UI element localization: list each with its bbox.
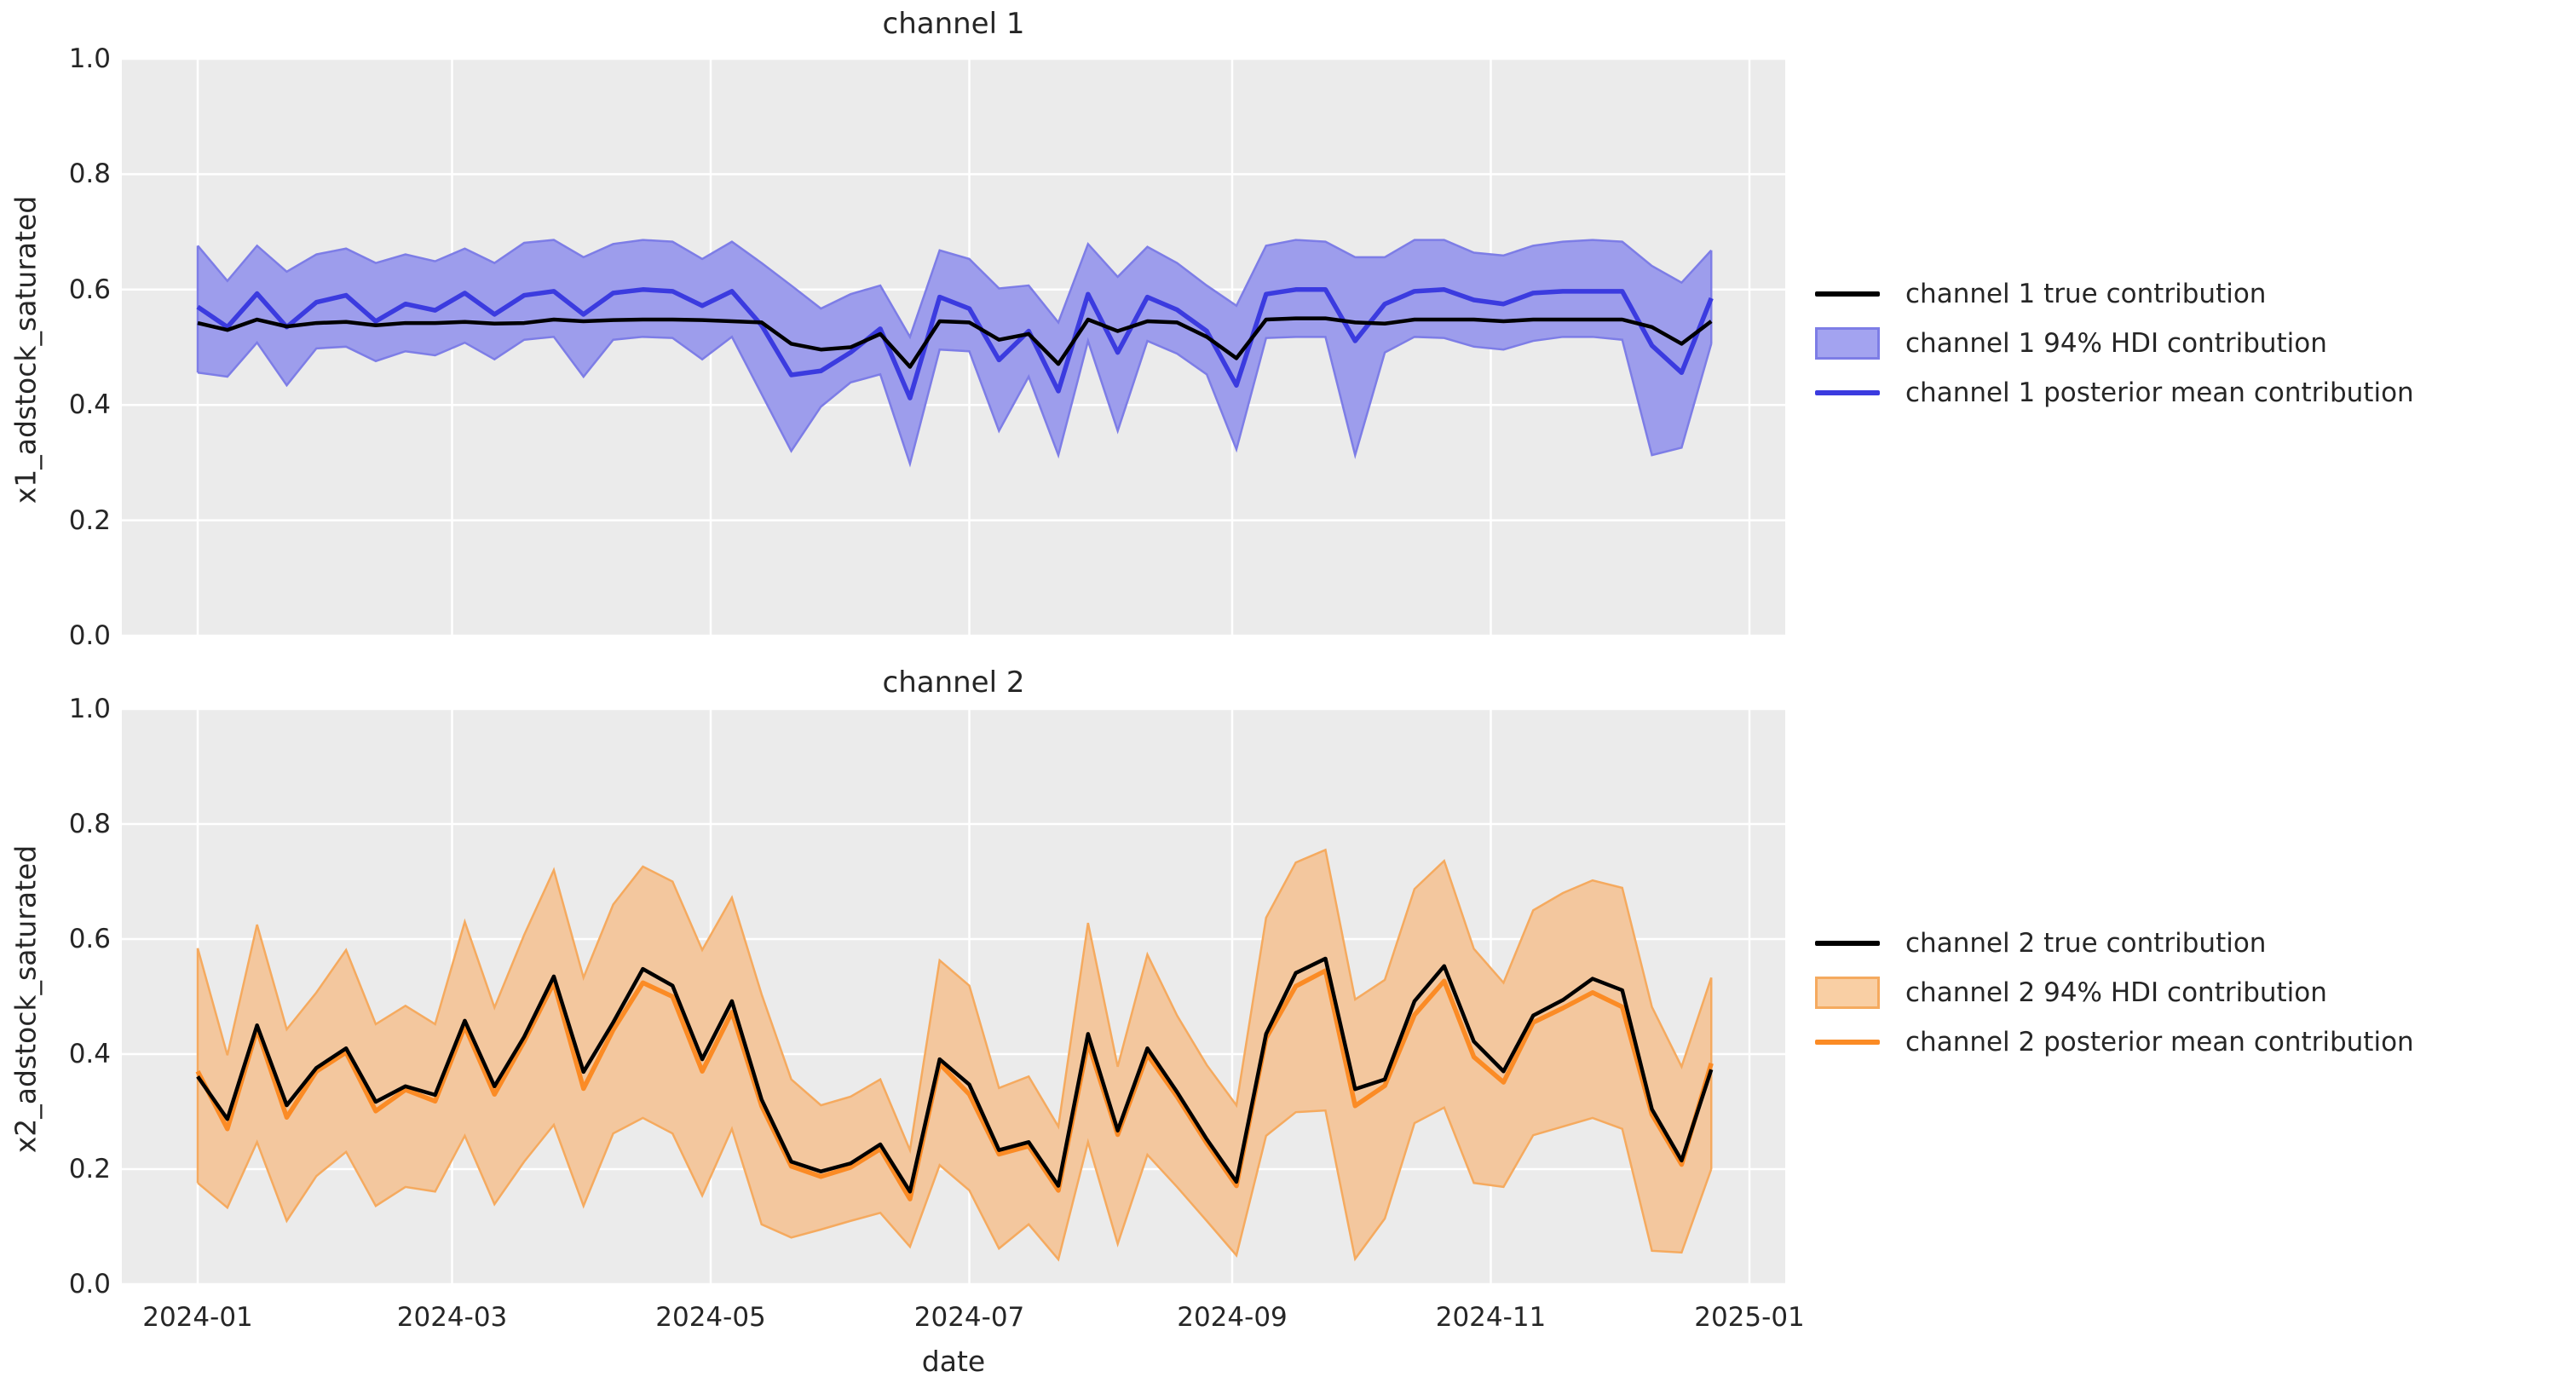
chart1-plot-area	[122, 59, 1785, 636]
black-line-sample-icon	[1815, 941, 1880, 946]
y-tick-label: 0.6	[68, 924, 111, 954]
legend-label: channel 2 94% HDI contribution	[1905, 977, 2327, 1008]
x-tick-label: 2024-11	[1435, 1302, 1547, 1333]
legend-item-ch2-mean: channel 2 posterior mean contribution	[1815, 1017, 2414, 1067]
legend-item-ch1-mean: channel 1 posterior mean contribution	[1815, 368, 2414, 418]
legend-label: channel 2 posterior mean contribution	[1905, 1027, 2414, 1057]
legend-label: channel 1 94% HDI contribution	[1905, 328, 2327, 359]
blue-band-sample-icon	[1815, 327, 1880, 360]
chart2-plot-svg	[122, 709, 1785, 1284]
x-tick-label: 2024-01	[142, 1302, 253, 1333]
x-axis-label: date	[921, 1345, 986, 1378]
chart1-title: channel 1	[882, 7, 1025, 41]
orange-band-sample-icon	[1815, 977, 1880, 1009]
x-tick-label: 2024-09	[1177, 1302, 1288, 1333]
y-tick-label: 0.2	[68, 1154, 111, 1184]
y-tick-label: 0.2	[68, 504, 111, 536]
y-tick-label: 1.0	[68, 694, 111, 724]
y-tick-label: 0.0	[68, 620, 111, 651]
chart2-title: channel 2	[882, 666, 1025, 700]
chart1-legend: channel 1 true contribution channel 1 94…	[1815, 269, 2414, 418]
chart1-y-axis-label: x1_adstock_saturated	[9, 195, 43, 504]
x-tick-label: 2024-03	[396, 1302, 508, 1333]
black-line-sample-icon	[1815, 291, 1880, 297]
y-tick-label: 0.8	[68, 809, 111, 839]
orange-line-sample-icon	[1815, 1040, 1880, 1045]
blue-line-sample-icon	[1815, 390, 1880, 395]
legend-label: channel 2 true contribution	[1905, 928, 2267, 959]
x-tick-label: 2025-01	[1694, 1302, 1805, 1333]
legend-item-ch2-hdi: channel 2 94% HDI contribution	[1815, 968, 2414, 1017]
legend-item-ch1-true: channel 1 true contribution	[1815, 269, 2414, 319]
chart2-legend: channel 2 true contribution channel 2 94…	[1815, 919, 2414, 1067]
legend-label: channel 1 posterior mean contribution	[1905, 377, 2414, 408]
legend-item-ch1-hdi: channel 1 94% HDI contribution	[1815, 319, 2414, 368]
y-tick-label: 0.4	[68, 389, 111, 421]
y-tick-label: 0.8	[68, 158, 111, 190]
y-tick-label: 0.0	[68, 1269, 111, 1299]
y-tick-label: 0.6	[68, 274, 111, 305]
chart1-plot-svg	[122, 59, 1785, 636]
x-tick-label: 2024-07	[913, 1302, 1025, 1333]
x-tick-label: 2024-05	[655, 1302, 766, 1333]
chart2-plot-area	[122, 709, 1785, 1284]
y-tick-label: 1.0	[68, 43, 111, 74]
legend-label: channel 1 true contribution	[1905, 279, 2267, 309]
y-tick-label: 0.4	[68, 1039, 111, 1069]
chart2-y-axis-label: x2_adstock_saturated	[9, 844, 43, 1154]
legend-item-ch2-true: channel 2 true contribution	[1815, 919, 2414, 968]
